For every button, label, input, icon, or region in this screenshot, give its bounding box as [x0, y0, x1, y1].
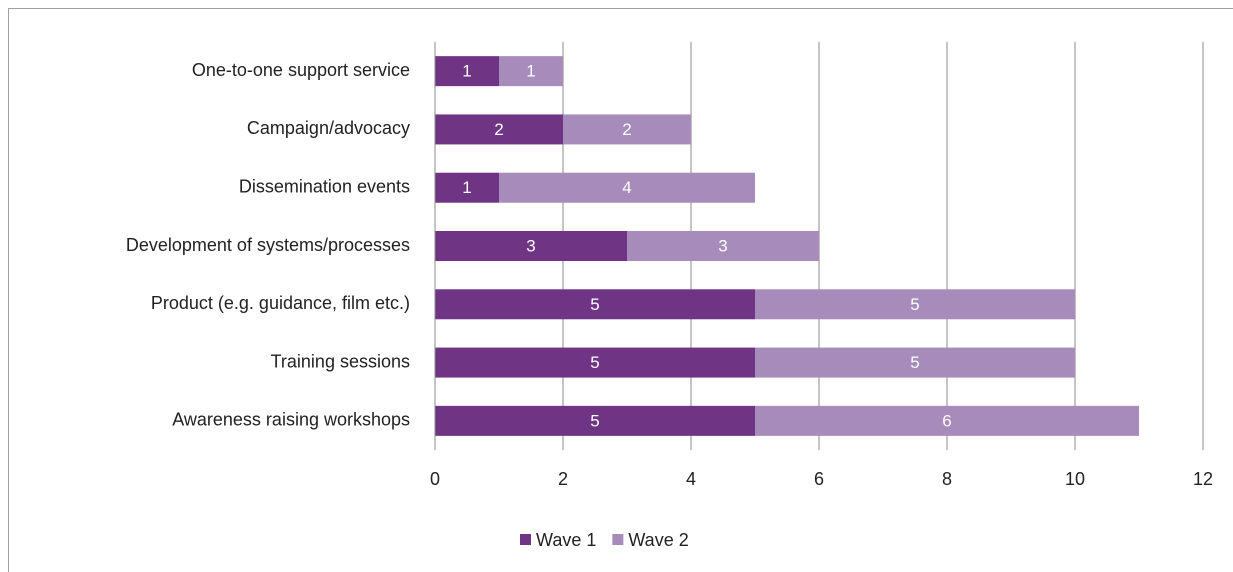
bar [435, 289, 755, 320]
data-label: 5 [910, 353, 919, 372]
data-label: 1 [462, 62, 471, 81]
x-tick-label: 4 [686, 469, 696, 489]
legend-label: Wave 2 [628, 530, 688, 550]
data-label: 3 [526, 236, 535, 255]
bar [435, 347, 755, 378]
data-label: 5 [590, 353, 599, 372]
x-tick-label: 2 [558, 469, 568, 489]
bar [435, 405, 755, 436]
bar [755, 405, 1139, 436]
data-label: 6 [942, 411, 951, 430]
y-tick-label: Product (e.g. guidance, film etc.) [151, 293, 410, 313]
chart-border [8, 8, 1233, 572]
y-tick-label: Development of systems/processes [126, 235, 410, 255]
x-tick-label: 10 [1065, 469, 1085, 489]
y-tick-label: Awareness raising workshops [172, 410, 410, 430]
x-tick-label: 12 [1193, 469, 1213, 489]
bar [435, 231, 627, 261]
bar [499, 172, 755, 203]
legend-swatch [612, 534, 624, 545]
data-label: 5 [910, 295, 919, 314]
data-label: 5 [590, 411, 599, 430]
bar [499, 56, 563, 87]
bar [755, 347, 1075, 378]
data-label: 5 [590, 295, 599, 314]
x-tick-label: 0 [430, 469, 440, 489]
bar [627, 231, 819, 261]
x-tick-label: 8 [942, 469, 952, 489]
x-tick-label: 6 [814, 469, 824, 489]
bar [755, 289, 1075, 320]
y-tick-label: Campaign/advocacy [247, 118, 410, 138]
bar [435, 56, 499, 87]
data-label: 3 [718, 236, 727, 255]
y-tick-label: One-to-one support service [192, 60, 410, 80]
data-label: 4 [622, 178, 631, 197]
data-label: 1 [526, 62, 535, 81]
y-tick-label: Training sessions [271, 351, 410, 371]
legend-swatch [520, 534, 531, 545]
data-label: 2 [622, 120, 631, 139]
bar [435, 114, 563, 145]
bar [563, 114, 691, 145]
bar [435, 172, 499, 203]
y-tick-label: Dissemination events [239, 176, 410, 196]
data-label: 2 [494, 120, 503, 139]
data-label: 1 [462, 178, 471, 197]
legend-label: Wave 1 [536, 530, 596, 550]
